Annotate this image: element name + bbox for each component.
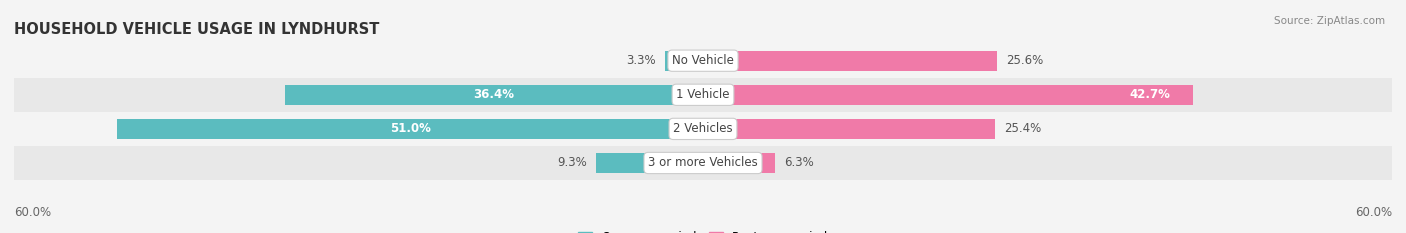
Bar xyxy=(703,85,1194,105)
Bar xyxy=(703,153,775,173)
Text: 60.0%: 60.0% xyxy=(14,206,51,219)
Bar xyxy=(596,153,703,173)
Bar xyxy=(14,44,1392,78)
Text: 51.0%: 51.0% xyxy=(389,122,430,135)
Text: 2 Vehicles: 2 Vehicles xyxy=(673,122,733,135)
Text: Source: ZipAtlas.com: Source: ZipAtlas.com xyxy=(1274,16,1385,26)
Text: 1 Vehicle: 1 Vehicle xyxy=(676,88,730,101)
Text: 25.4%: 25.4% xyxy=(1004,122,1040,135)
Text: 42.7%: 42.7% xyxy=(1129,88,1170,101)
Text: 6.3%: 6.3% xyxy=(785,157,814,169)
Text: 60.0%: 60.0% xyxy=(1355,206,1392,219)
Bar xyxy=(117,119,703,139)
Bar xyxy=(14,146,1392,180)
Text: 36.4%: 36.4% xyxy=(474,88,515,101)
Text: 9.3%: 9.3% xyxy=(557,157,588,169)
Bar xyxy=(703,51,997,71)
Text: No Vehicle: No Vehicle xyxy=(672,54,734,67)
Text: 3.3%: 3.3% xyxy=(626,54,657,67)
Text: 25.6%: 25.6% xyxy=(1007,54,1043,67)
Bar xyxy=(14,112,1392,146)
Bar xyxy=(285,85,703,105)
Text: HOUSEHOLD VEHICLE USAGE IN LYNDHURST: HOUSEHOLD VEHICLE USAGE IN LYNDHURST xyxy=(14,22,380,37)
Legend: Owner-occupied, Renter-occupied: Owner-occupied, Renter-occupied xyxy=(572,226,834,233)
Bar xyxy=(14,78,1392,112)
Bar xyxy=(703,119,994,139)
Bar xyxy=(665,51,703,71)
Text: 3 or more Vehicles: 3 or more Vehicles xyxy=(648,157,758,169)
